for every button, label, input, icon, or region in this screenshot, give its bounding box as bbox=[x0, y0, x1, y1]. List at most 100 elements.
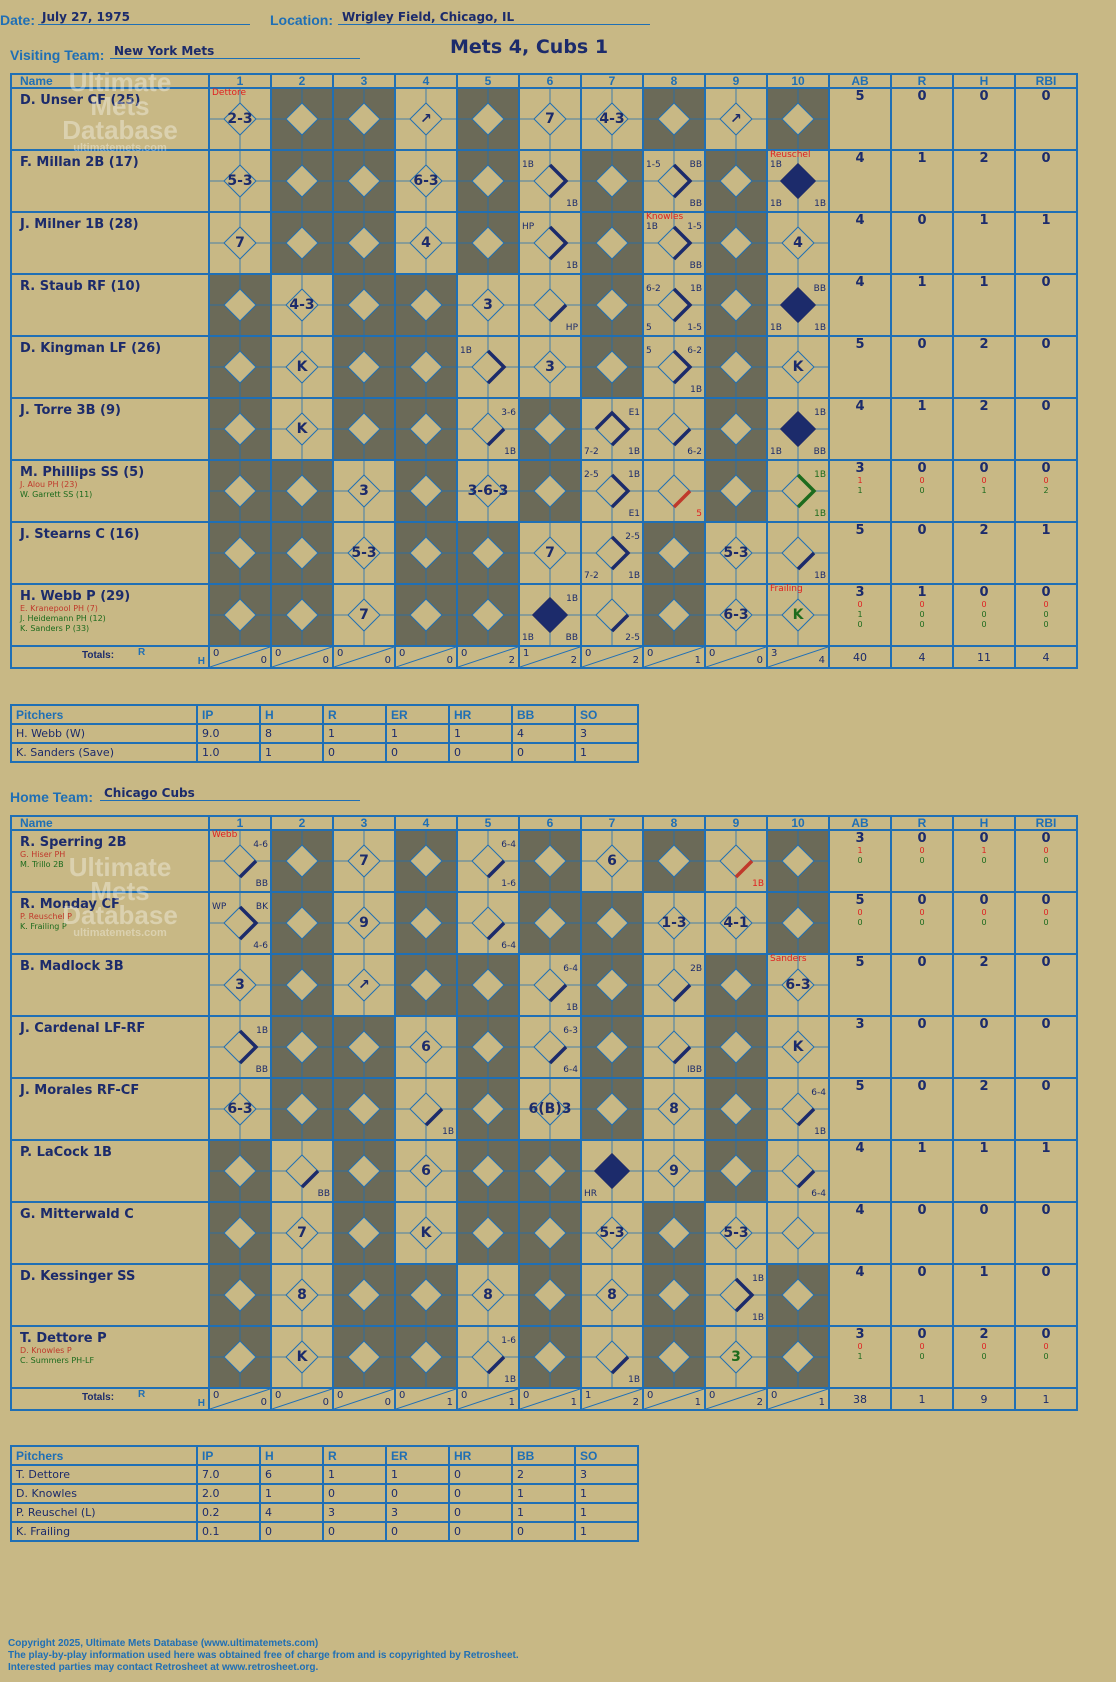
play-result: 5-3 bbox=[351, 545, 377, 561]
inning-runs: 0 bbox=[337, 648, 344, 659]
play-result: 2-3 bbox=[227, 111, 253, 127]
pitcher-name: K. Sanders (Save) bbox=[10, 742, 198, 763]
inning-cell bbox=[270, 149, 334, 213]
home-team-value: Chicago Cubs bbox=[104, 786, 195, 800]
stat-value: 0 bbox=[917, 89, 927, 104]
inning-hits: 0 bbox=[446, 655, 453, 666]
play-result: 4-1 bbox=[723, 915, 749, 931]
play-result: K bbox=[792, 359, 804, 375]
stat-value: 0 bbox=[917, 1265, 927, 1280]
stat-value: 0 bbox=[979, 831, 989, 846]
inning-cell bbox=[332, 1015, 396, 1079]
inning-cell: 7 bbox=[518, 87, 582, 151]
totals-label: Totals: bbox=[82, 1392, 115, 1403]
date-label: Date: bbox=[0, 12, 36, 28]
inning-cell: 1B 1B BB bbox=[518, 583, 582, 647]
inning-cell: 5-3 bbox=[332, 521, 396, 585]
inning-10-header: 10 bbox=[766, 815, 830, 831]
substitute-stat: 0 bbox=[981, 1352, 987, 1361]
substitute-stat: 0 bbox=[1043, 1352, 1049, 1361]
stat-cell: 4 bbox=[828, 149, 892, 213]
pitcher-stat: 0 bbox=[322, 742, 387, 763]
location-value: Wrigley Field, Chicago, IL bbox=[342, 10, 515, 24]
play-note: 1B bbox=[814, 1127, 826, 1137]
home-scorecard: Name 1 2 3 4 5 6 7 8 9 10 AB R H RBI R. Sperring 2B G. H… bbox=[10, 815, 1096, 1411]
inning-cell bbox=[580, 1015, 644, 1079]
play-note: 2-5 bbox=[625, 532, 640, 542]
play-note: 3-6 bbox=[501, 408, 516, 418]
substitute-stat: 0 bbox=[1043, 476, 1049, 485]
pitcher-stat: 3 bbox=[322, 1502, 387, 1523]
play-result: 3 bbox=[731, 1349, 741, 1365]
play-note: HP bbox=[565, 323, 578, 333]
inning-cell bbox=[456, 1139, 520, 1203]
stat-value: 0 bbox=[979, 461, 989, 476]
visitors-scorecard: Name 1 2 3 4 5 6 7 8 9 10 AB R H RBI D. Unser CF (25) 2-… bbox=[10, 73, 1096, 669]
substitute-stat: 0 bbox=[981, 1342, 987, 1351]
inning-cell: K bbox=[270, 397, 334, 461]
pitcher-row: H. Webb (W) 9.0 8 1 1 1 4 3 bbox=[10, 723, 639, 744]
inning-cell bbox=[208, 273, 272, 337]
inning-cell bbox=[456, 87, 520, 151]
inning-cell: 6-2 bbox=[642, 397, 706, 461]
name-column-header: Name bbox=[10, 815, 210, 831]
play-result: 6-3 bbox=[227, 1101, 253, 1117]
stat-value: 1 bbox=[917, 585, 927, 600]
date-value: July 27, 1975 bbox=[42, 10, 130, 24]
play-result: 4 bbox=[421, 235, 431, 251]
location-field: Wrigley Field, Chicago, IL bbox=[338, 10, 650, 25]
substitute-name: K. Sanders P (33) bbox=[20, 624, 90, 633]
inning-cell: 8 bbox=[642, 1077, 706, 1141]
inning-cell: Knowles 1B 1-5 BB bbox=[642, 211, 706, 275]
inning-cell: 4 bbox=[394, 211, 458, 275]
inning-runs: 0 bbox=[709, 1390, 716, 1401]
stat-rbi-header: RBI bbox=[1014, 815, 1078, 831]
play-note: 6-3 bbox=[563, 1026, 578, 1036]
inning-cell: HP 1B bbox=[518, 211, 582, 275]
stat-value: 2 bbox=[979, 523, 989, 538]
inning-runs: 0 bbox=[461, 1390, 468, 1401]
totals-label: Totals: bbox=[82, 650, 115, 661]
play-note: 1B bbox=[442, 1127, 454, 1137]
inning-cell: K bbox=[270, 1325, 334, 1389]
inning-8-header: 8 bbox=[642, 73, 706, 89]
play-note: 1B bbox=[566, 199, 578, 209]
inning-cell: 5-3 bbox=[208, 149, 272, 213]
inning-cell: HP bbox=[518, 273, 582, 337]
substitute-stat: 0 bbox=[857, 856, 863, 865]
pitcher-stat: 4 bbox=[511, 723, 576, 744]
play-note: 1B bbox=[690, 284, 702, 294]
stat-ab-header: AB bbox=[828, 73, 892, 89]
inning-hits: 2 bbox=[756, 1397, 763, 1408]
play-note: 1B bbox=[814, 199, 826, 209]
batter-row: M. Phillips SS (5) J. Alou PH (23) W. Garr… bbox=[10, 459, 1078, 523]
inning-cell: 1B BB bbox=[208, 1015, 272, 1079]
play-note: 1-6 bbox=[501, 1336, 516, 1346]
play-result: 8 bbox=[297, 1287, 307, 1303]
play-note: HP bbox=[522, 222, 535, 232]
stat-value: 5 bbox=[855, 893, 865, 908]
substitute-stat: 0 bbox=[919, 1352, 925, 1361]
pitching-grid: Pitchers IP H R ER HR BB SO H. Webb (W) 9.0 8 1 1 1 4 3… bbox=[10, 704, 639, 763]
substitute-stat: 0 bbox=[981, 856, 987, 865]
batter-name-cell: T. Dettore P D. Knowles P C. Summers PH-LF bbox=[10, 1325, 210, 1389]
play-note: 4-6 bbox=[253, 941, 268, 951]
substitute-stat: 0 bbox=[1043, 610, 1049, 619]
play-result: K bbox=[296, 421, 308, 437]
batter-row: R. Staub RF (10) 4-3 3 HP 6-2 1B 5 1-5 BB 1B 1B 4 1 1… bbox=[10, 273, 1078, 337]
inning-cell bbox=[270, 1077, 334, 1141]
inning-cell: 6-3 bbox=[704, 583, 768, 647]
play-result: 6 bbox=[421, 1039, 431, 1055]
substitute-stat: 1 bbox=[981, 846, 987, 855]
batter-name: R. Sperring 2B bbox=[20, 835, 127, 850]
play-note: 1B bbox=[814, 323, 826, 333]
pitcher-stat: 0 bbox=[511, 742, 576, 763]
play-note: 1-5 bbox=[687, 222, 702, 232]
inning-hits: 0 bbox=[322, 655, 329, 666]
play-note: 1B bbox=[770, 160, 782, 170]
inning-hits: 2 bbox=[632, 655, 639, 666]
stat-value: 0 bbox=[1041, 1017, 1051, 1032]
inning-cell: ↗ bbox=[332, 953, 396, 1017]
